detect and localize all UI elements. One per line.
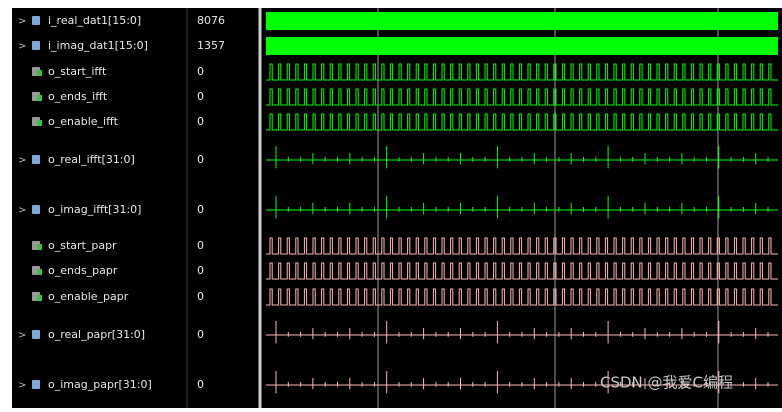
signal-value: 0 <box>197 239 204 252</box>
signal-icon <box>32 205 40 214</box>
signal-value: 0 <box>197 115 204 128</box>
signal-wave <box>266 262 778 280</box>
signal-name: o_ends_papr <box>48 264 118 277</box>
signal-name: o_ends_ifft <box>48 90 108 103</box>
signal-icon <box>37 244 42 250</box>
background <box>12 8 782 408</box>
watermark: CSDN @我爱C编程 <box>600 374 733 392</box>
bus-wave <box>266 37 778 55</box>
signal-wave <box>266 288 778 306</box>
signal-name: o_real_papr[31:0] <box>48 328 145 341</box>
signal-icon <box>37 120 42 126</box>
signal-wave <box>266 321 778 344</box>
signal-name: o_enable_ifft <box>48 115 119 128</box>
signal-wave <box>266 237 778 255</box>
signal-value: 0 <box>197 65 204 78</box>
signal-name: o_real_ifft[31:0] <box>48 153 135 166</box>
expand-arrow: > <box>18 155 26 166</box>
signal-value: 0 <box>197 264 204 277</box>
expand-arrow: > <box>18 205 26 216</box>
expand-arrow: > <box>18 330 26 341</box>
signal-wave <box>266 196 778 219</box>
signal-icon <box>32 330 40 339</box>
signal-wave <box>266 88 778 106</box>
signal-value: 0 <box>197 378 204 391</box>
signal-value: 0 <box>197 328 204 341</box>
signal-icon <box>32 380 40 389</box>
signal-name: o_start_papr <box>48 239 117 252</box>
signal-value: 8076 <box>197 14 225 27</box>
signal-icon <box>32 41 40 50</box>
signal-name: o_start_ifft <box>48 65 107 78</box>
signal-name: i_imag_dat1[15:0] <box>48 39 148 52</box>
signal-value: 0 <box>197 153 204 166</box>
bus-wave <box>266 12 778 30</box>
signal-value: 0 <box>197 90 204 103</box>
signal-value: 1357 <box>197 39 225 52</box>
signal-icon <box>37 95 42 101</box>
signal-icon <box>32 16 40 25</box>
signal-wave <box>266 146 778 169</box>
signal-name: o_enable_papr <box>48 290 129 303</box>
signal-value: 0 <box>197 203 204 216</box>
signal-icon <box>37 70 42 76</box>
signal-icon <box>32 155 40 164</box>
expand-arrow: > <box>18 380 26 391</box>
signal-wave <box>266 63 778 81</box>
signal-icon <box>37 269 42 275</box>
expand-arrow: > <box>18 41 26 52</box>
expand-arrow: > <box>18 16 26 27</box>
signal-value: 0 <box>197 290 204 303</box>
signal-wave <box>266 371 778 394</box>
signal-name: o_imag_ifft[31:0] <box>48 203 141 216</box>
signal-name: i_real_dat1[15:0] <box>48 14 141 27</box>
signal-wave <box>266 113 778 131</box>
signal-name: o_imag_papr[31:0] <box>48 378 152 391</box>
signal-icon <box>37 295 42 301</box>
